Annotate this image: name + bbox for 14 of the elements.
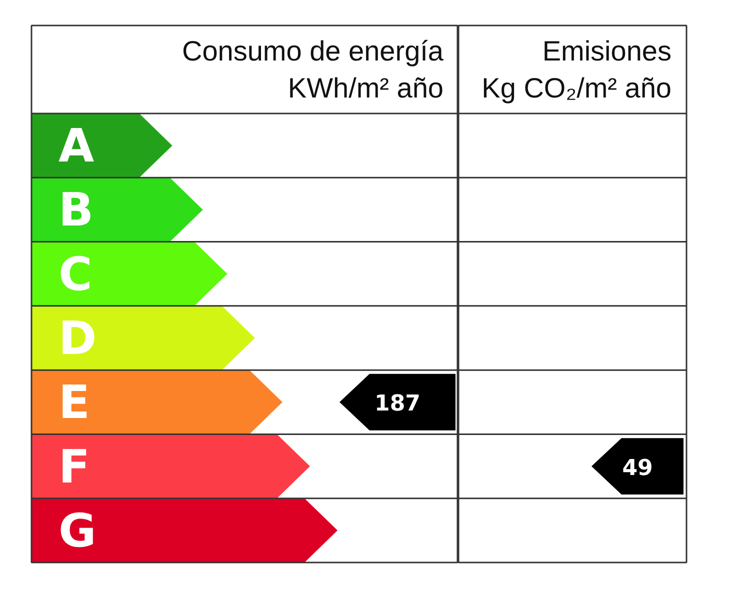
y-tick-label: A — [58, 118, 94, 173]
bar — [32, 370, 282, 434]
bar — [32, 498, 338, 562]
data-label: 187 — [374, 392, 420, 417]
y-tick-label: D — [58, 311, 97, 365]
y-tick-label: C — [58, 246, 92, 301]
bar — [32, 434, 310, 498]
y-tick-label: E — [58, 375, 90, 430]
data-label: 49 — [622, 456, 653, 481]
y-tick-label: F — [58, 439, 90, 494]
y-tick-label: G — [58, 503, 96, 558]
text: Consumo de energía KWh/m² año — [182, 35, 444, 104]
y-tick-label: B — [58, 182, 94, 237]
text: Emisiones Kg CO₂/m² año — [482, 35, 672, 104]
